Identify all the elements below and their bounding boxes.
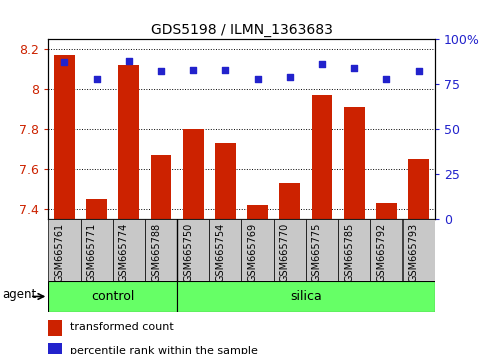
- Point: [318, 61, 326, 67]
- Text: GSM665750: GSM665750: [183, 223, 193, 282]
- Bar: [247, 205, 268, 219]
- Bar: [408, 159, 429, 219]
- Point: [125, 58, 133, 63]
- Bar: [113, 219, 145, 281]
- Bar: [376, 204, 397, 219]
- Text: GSM665785: GSM665785: [344, 223, 354, 282]
- Bar: [215, 143, 236, 219]
- Point: [254, 76, 261, 81]
- Bar: [183, 129, 204, 219]
- Bar: [338, 219, 370, 281]
- Point: [189, 67, 197, 73]
- Bar: [81, 219, 113, 281]
- Bar: [151, 155, 171, 219]
- Point: [60, 59, 68, 65]
- Bar: [177, 281, 435, 312]
- Bar: [48, 320, 62, 336]
- Text: GSM665793: GSM665793: [409, 223, 419, 282]
- Text: GSM665754: GSM665754: [215, 223, 226, 282]
- Point: [93, 76, 100, 81]
- Bar: [209, 219, 242, 281]
- Point: [157, 69, 165, 74]
- Bar: [312, 95, 332, 219]
- Text: GSM665761: GSM665761: [55, 223, 64, 282]
- Bar: [402, 219, 435, 281]
- Point: [222, 67, 229, 73]
- Bar: [279, 183, 300, 219]
- Bar: [274, 219, 306, 281]
- Text: agent: agent: [2, 289, 37, 302]
- Point: [286, 74, 294, 80]
- Text: GSM665788: GSM665788: [151, 223, 161, 282]
- Text: GSM665771: GSM665771: [86, 223, 97, 282]
- Bar: [177, 219, 209, 281]
- Bar: [86, 199, 107, 219]
- Bar: [54, 55, 75, 219]
- Text: GSM665775: GSM665775: [312, 223, 322, 282]
- Bar: [344, 107, 365, 219]
- Text: silica: silica: [290, 290, 322, 303]
- Point: [383, 76, 390, 81]
- Bar: [48, 219, 81, 281]
- Text: transformed count: transformed count: [70, 322, 173, 332]
- Point: [415, 69, 423, 74]
- Bar: [306, 219, 338, 281]
- Bar: [145, 219, 177, 281]
- Bar: [242, 219, 274, 281]
- Bar: [118, 65, 139, 219]
- Title: GDS5198 / ILMN_1363683: GDS5198 / ILMN_1363683: [151, 23, 332, 36]
- Text: percentile rank within the sample: percentile rank within the sample: [70, 346, 257, 354]
- Text: GSM665769: GSM665769: [248, 223, 257, 282]
- Bar: [48, 343, 62, 354]
- Bar: [370, 219, 402, 281]
- Bar: [48, 281, 177, 312]
- Text: control: control: [91, 290, 134, 303]
- Text: GSM665774: GSM665774: [119, 223, 129, 282]
- Point: [350, 65, 358, 71]
- Text: GSM665792: GSM665792: [376, 223, 386, 282]
- Text: GSM665770: GSM665770: [280, 223, 290, 282]
